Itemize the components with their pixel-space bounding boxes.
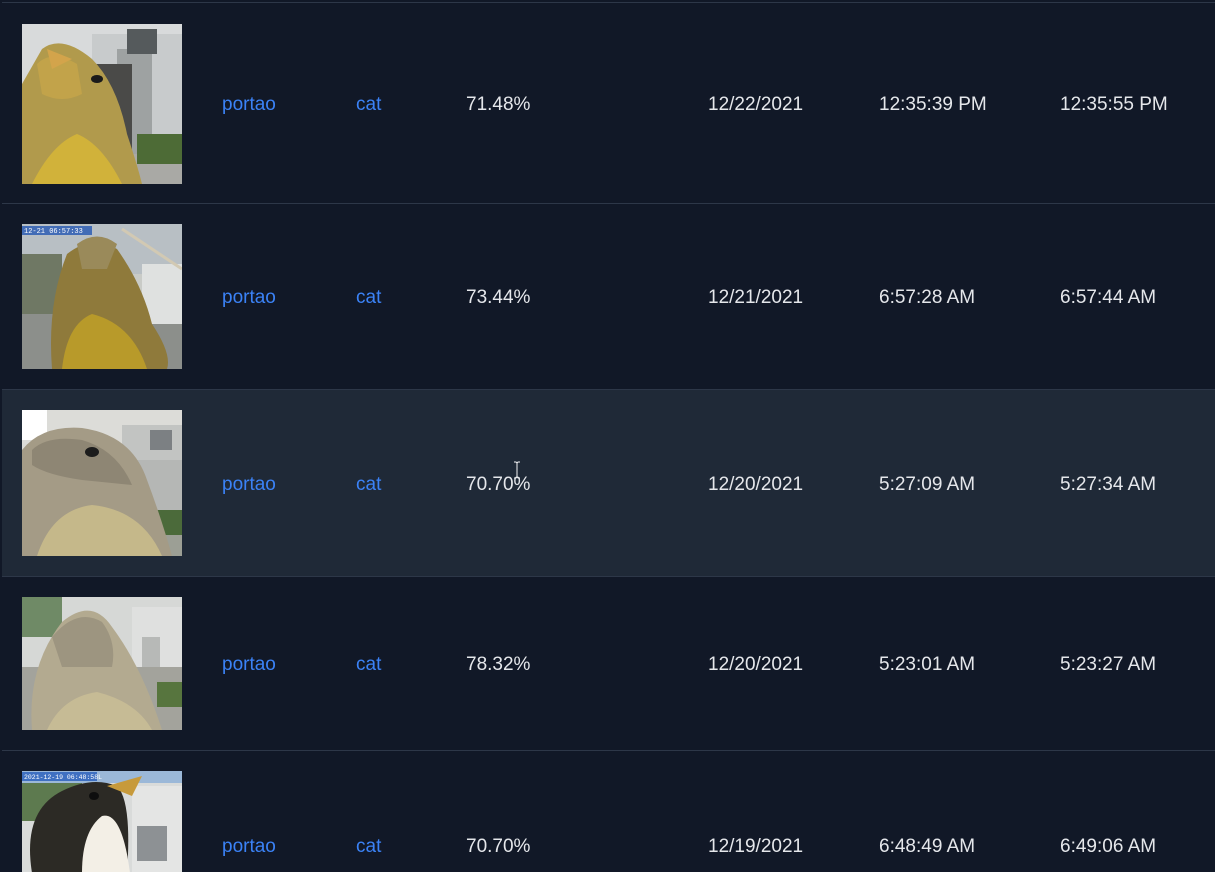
table-row[interactable]: portao cat 78.32% 12/20/2021 5:23:01 AM …	[2, 576, 1215, 751]
camera-link[interactable]: portao	[222, 94, 276, 115]
start-time-value: 6:48:49 AM	[879, 836, 976, 857]
camera-link[interactable]: portao	[222, 287, 276, 308]
thumbnail-timestamp: 2021-12-19 06:48:58L	[24, 774, 102, 781]
date-value: 12/21/2021	[708, 287, 804, 308]
date-value: 12/20/2021	[708, 654, 804, 675]
camera-link[interactable]: portao	[222, 836, 276, 857]
table-row[interactable]: portao cat 70.70% 12/20/2021 5:27:09 AM …	[2, 389, 1215, 577]
event-thumbnail[interactable]	[22, 410, 182, 556]
start-time-value: 12:35:39 PM	[879, 94, 987, 115]
score-value: 70.70%	[466, 474, 531, 495]
camera-link[interactable]: portao	[222, 474, 276, 495]
bird-closeup-image	[22, 24, 182, 184]
table-row[interactable]: portao cat 71.48% 12/22/2021 12:35:39 PM…	[2, 2, 1215, 204]
start-time-value: 6:57:28 AM	[879, 287, 976, 308]
date-value: 12/19/2021	[708, 836, 804, 857]
end-time-value: 12:35:55 PM	[1060, 94, 1168, 115]
score-value: 71.48%	[466, 94, 531, 115]
event-thumbnail[interactable]	[22, 597, 182, 730]
event-thumbnail[interactable]: 12-21 06:57:33	[22, 224, 182, 369]
camera-link[interactable]: portao	[222, 654, 276, 675]
score-value: 78.32%	[466, 654, 531, 675]
end-time-value: 5:23:27 AM	[1060, 654, 1157, 675]
date-value: 12/20/2021	[708, 474, 804, 495]
bird-closeup-image: 2021-12-19 06:48:58L	[22, 771, 182, 872]
label-link[interactable]: cat	[356, 474, 382, 495]
bird-closeup-image	[22, 410, 182, 556]
table-row[interactable]: 12-21 06:57:33 portao cat 73.44% 12/21/2…	[2, 203, 1215, 390]
score-value: 73.44%	[466, 287, 531, 308]
label-link[interactable]: cat	[356, 287, 382, 308]
event-thumbnail[interactable]: 2021-12-19 06:48:58L	[22, 771, 182, 872]
thumbnail-timestamp: 12-21 06:57:33	[24, 228, 83, 236]
end-time-value: 6:49:06 AM	[1060, 836, 1157, 857]
start-time-value: 5:23:01 AM	[879, 654, 976, 675]
label-link[interactable]: cat	[356, 836, 382, 857]
table-row[interactable]: 2021-12-19 06:48:58L portao cat 70.70% 1…	[2, 750, 1215, 872]
end-time-value: 6:57:44 AM	[1060, 287, 1157, 308]
date-value: 12/22/2021	[708, 94, 804, 115]
label-link[interactable]: cat	[356, 94, 382, 115]
score-value: 70.70%	[466, 836, 531, 857]
end-time-value: 5:27:34 AM	[1060, 474, 1157, 495]
bird-closeup-image: 12-21 06:57:33	[22, 224, 182, 369]
start-time-value: 5:27:09 AM	[879, 474, 976, 495]
bird-closeup-image	[22, 597, 182, 730]
event-thumbnail[interactable]	[22, 24, 182, 184]
label-link[interactable]: cat	[356, 654, 382, 675]
